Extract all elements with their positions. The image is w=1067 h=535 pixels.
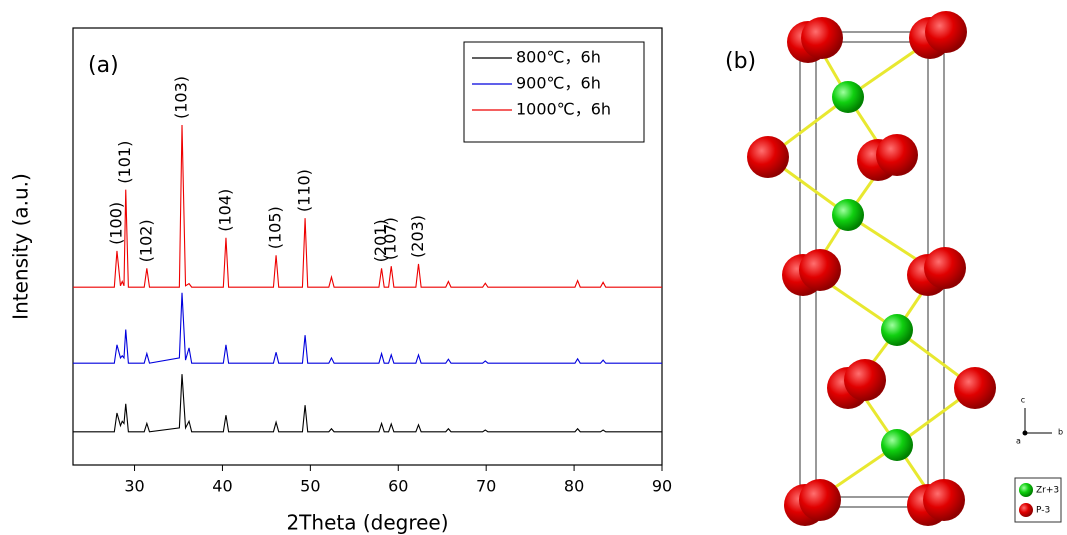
series-line xyxy=(73,374,662,433)
x-tick-label: 70 xyxy=(476,477,496,496)
series-line xyxy=(73,292,662,364)
peak-label: (201) xyxy=(371,219,390,262)
peak-label: (107) xyxy=(381,217,400,260)
peak-label: (203) xyxy=(408,215,427,258)
peak-label: (101) xyxy=(115,141,134,184)
x-tick-label: 90 xyxy=(652,477,672,496)
x-tick-label: 40 xyxy=(212,477,232,496)
chart-title: (a) xyxy=(88,53,119,78)
x-tick-label: 50 xyxy=(300,477,320,496)
legend-label: 900℃，6h xyxy=(516,74,601,93)
x-axis-label: 2Theta (degree) xyxy=(286,511,448,535)
peak-label: (105) xyxy=(266,206,285,249)
peak-label: (104) xyxy=(215,189,234,232)
legend-label: 800℃，6h xyxy=(516,48,601,67)
x-tick-label: 80 xyxy=(564,477,584,496)
legend-label: P-3 xyxy=(1036,506,1050,516)
legend-label: 1000℃，6h xyxy=(516,100,611,119)
peak-label: (100) xyxy=(106,202,125,245)
legend-label: Zr+3 xyxy=(1036,486,1059,496)
x-tick-label: 30 xyxy=(124,477,144,496)
peak-label: (110) xyxy=(295,169,314,212)
legend-box xyxy=(463,41,645,143)
panel-label: (b) xyxy=(725,49,756,74)
axis-indicator: c xyxy=(1021,396,1025,405)
peak-label: (103) xyxy=(172,76,191,119)
series-line xyxy=(73,124,662,288)
x-tick-label: 60 xyxy=(388,477,408,496)
y-axis-label: Intensity (a.u.) xyxy=(9,173,33,320)
plot-frame xyxy=(72,27,663,466)
axis-indicator: b xyxy=(1058,428,1063,437)
crystal-structure xyxy=(747,11,1062,526)
peak-label: (102) xyxy=(136,219,155,262)
axis-indicator: a xyxy=(1016,437,1021,446)
